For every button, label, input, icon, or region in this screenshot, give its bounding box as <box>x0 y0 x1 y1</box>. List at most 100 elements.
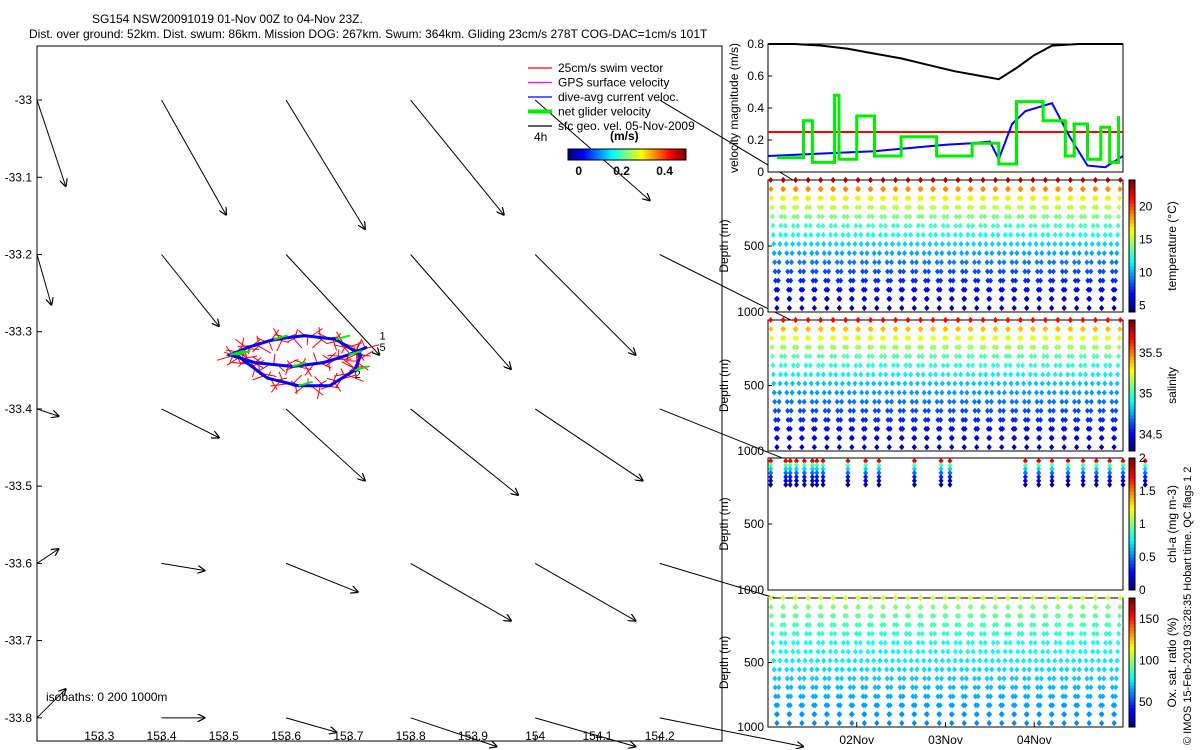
map-colorbar-segment <box>642 149 646 160</box>
temperature-profile-point <box>1040 231 1046 238</box>
salinity-profile-point <box>788 407 794 414</box>
sfc-geo-vector <box>534 254 635 355</box>
oxygen-profile-point <box>997 693 1003 700</box>
salinity-colorbar-segment <box>1129 431 1135 436</box>
oxygen-profile-point <box>815 648 821 655</box>
chla-profile-point <box>768 465 774 472</box>
temperature-profile-point <box>1059 259 1065 266</box>
chla-profile-point <box>783 461 789 468</box>
salinity-profile-point <box>868 326 874 333</box>
net-glider-vector <box>354 365 369 372</box>
oxygen-colorbar-segment <box>1129 694 1135 699</box>
net-glider-vector <box>273 334 288 341</box>
oxygen-profile-point <box>865 648 871 655</box>
temperature-profile-point <box>859 250 865 257</box>
salinity-profile-point <box>822 407 828 414</box>
salinity-profile-point <box>912 425 918 432</box>
salinity-profile-point <box>1014 389 1020 396</box>
salinity-profile-point <box>1027 371 1033 378</box>
temperature-profile-point <box>889 259 895 266</box>
temperature-profile-point <box>1038 277 1044 284</box>
oxygen-profile-point <box>872 675 878 682</box>
map-colorbar-segment <box>581 149 585 160</box>
chla-profile-point <box>768 477 774 484</box>
sfc-geo-vector-shaft <box>161 408 219 438</box>
salinity-profile-point <box>1025 407 1031 414</box>
salinity-profile-point <box>986 444 992 451</box>
salinity-colorbar-label: salinity <box>1165 367 1179 404</box>
oxygen-colorbar-segment <box>1129 646 1135 651</box>
oxygen-profile-point <box>835 693 841 700</box>
map-y-tick-label: -33.3 <box>5 325 33 339</box>
temperature-profile-point <box>799 295 805 302</box>
temperature-profile-point <box>777 241 783 248</box>
salinity-profile-point <box>882 353 888 360</box>
salinity-profile-point <box>901 407 907 414</box>
temperature-profile-point <box>825 286 831 293</box>
oxygen-profile-point <box>900 693 906 700</box>
salinity-profile-point <box>889 380 895 387</box>
oxygen-profile-point <box>1057 630 1063 637</box>
salinity-profile-point <box>1052 380 1058 387</box>
salinity-profile-point <box>1107 362 1113 369</box>
oxygen-profile-point <box>838 684 844 691</box>
salinity-profile-point <box>1021 389 1027 396</box>
temperature-profile-point <box>1083 241 1089 248</box>
oxygen-profile-point <box>919 621 925 628</box>
temperature-profile-point <box>1074 295 1080 302</box>
temperature-profile-point <box>1092 177 1098 183</box>
temperature-profile-point <box>1024 305 1030 312</box>
salinity-profile-point <box>768 326 774 333</box>
temperature-profile-point <box>1095 231 1101 238</box>
salinity-profile-point <box>895 362 901 369</box>
temperature-profile-point <box>1102 231 1108 238</box>
map-colorbar-segment <box>597 149 600 160</box>
temperature-profile-point <box>821 250 827 257</box>
salinity-profile-point <box>901 398 907 405</box>
oxygen-profile-point <box>845 639 851 646</box>
salinity-profile-point <box>787 434 793 441</box>
oxygen-profile-point <box>912 702 918 709</box>
chla-profile-point <box>787 481 793 488</box>
salinity-profile-point <box>918 317 924 323</box>
oxygen-profile-point <box>864 675 870 682</box>
oxygen-profile-point <box>784 666 790 673</box>
oxygen-profile-point <box>944 621 950 628</box>
oxygen-profile-point <box>866 630 872 637</box>
temperature-profile-point <box>1012 295 1018 302</box>
oxygen-profile-point <box>1101 666 1107 673</box>
oxygen-profile-point <box>1093 603 1099 610</box>
salinity-profile-point <box>934 389 940 396</box>
oxygen-profile-point <box>918 612 924 619</box>
temperature-profile-point <box>927 231 933 238</box>
oxygen-profile-point <box>844 621 850 628</box>
oxygen-profile-point <box>839 666 845 673</box>
temperature-profile-point <box>1084 259 1090 266</box>
chla-colorbar-segment <box>1129 484 1135 489</box>
temperature-profile-point <box>984 259 990 266</box>
map-colorbar-segment <box>627 149 630 160</box>
temperature-profile-point <box>953 213 959 220</box>
oxygen-profile-point <box>1077 648 1083 655</box>
salinity-profile-point <box>970 362 976 369</box>
oxygen-profile-point <box>788 693 794 700</box>
oxygen-profile-point <box>961 720 967 727</box>
salinity-profile-point <box>776 398 782 405</box>
map-colorbar-segment <box>615 149 618 160</box>
temperature-profile-point <box>783 231 789 238</box>
salinity-profile-point <box>1075 407 1081 414</box>
oxygen-profile-point <box>857 630 863 637</box>
temperature-profile-point <box>1058 231 1064 238</box>
oxygen-colorbar-segment <box>1129 659 1135 663</box>
salinity-profile-point <box>1019 344 1025 351</box>
salinity-profile-point <box>769 344 775 351</box>
temperature-profile-point <box>833 241 839 248</box>
temperature-profile-point <box>912 286 918 293</box>
salinity-profile-point <box>974 434 980 441</box>
oxygen-profile-point <box>876 684 882 691</box>
salinity-profile-point <box>814 398 820 405</box>
oxygen-profile-point <box>819 630 825 637</box>
salinity-profile-point <box>1116 335 1122 342</box>
salinity-profile-point <box>1057 353 1063 360</box>
salinity-profile-point <box>1043 335 1049 342</box>
